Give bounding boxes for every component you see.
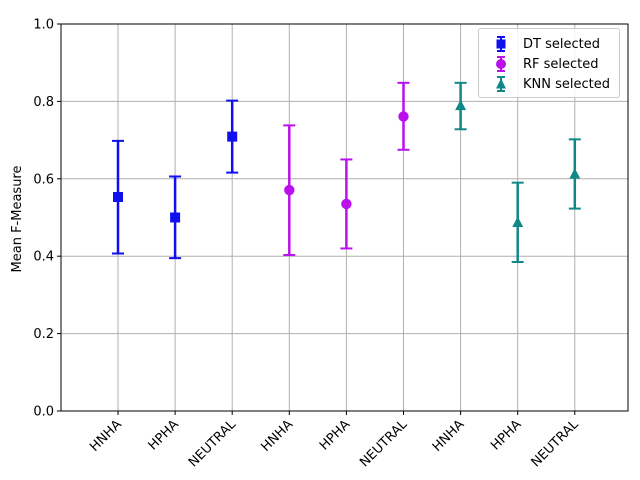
y-axis-label: Mean F-Measure bbox=[10, 166, 25, 273]
data-point-square bbox=[227, 131, 238, 142]
x-tick-label: NEUTRAL bbox=[357, 417, 411, 471]
y-tick-label: 0.2 bbox=[33, 327, 54, 342]
x-tick-label: HPHA bbox=[488, 417, 524, 453]
data-point-square bbox=[113, 191, 123, 202]
legend-item-knn: KNN selected bbox=[487, 75, 610, 93]
legend-marker-triangle-icon bbox=[496, 76, 506, 92]
legend-label-rf: RF selected bbox=[523, 56, 599, 72]
legend-item-dt: DT selected bbox=[487, 35, 600, 53]
chart-marks bbox=[112, 81, 581, 264]
y-tick-label: 0.0 bbox=[33, 405, 54, 420]
data-point-circle bbox=[284, 184, 295, 196]
x-tick-label: HPHA bbox=[146, 417, 182, 453]
y-tick-label: 0.6 bbox=[33, 172, 54, 187]
data-point-triangle bbox=[455, 99, 467, 111]
x-tick-label: HNHA bbox=[87, 417, 125, 455]
y-tick-label: 0.8 bbox=[33, 95, 54, 110]
legend-marker-square-icon bbox=[496, 36, 506, 52]
x-tick-label: HNHA bbox=[259, 417, 297, 455]
legend-label-dt: DT selected bbox=[523, 36, 600, 52]
y-axis-ticks: 0.0 0.2 0.4 0.6 0.8 1.0 bbox=[33, 18, 61, 420]
data-point-circle bbox=[341, 198, 352, 210]
data-point-triangle bbox=[569, 168, 581, 179]
plot-frame bbox=[60, 23, 629, 412]
y-tick-label: 0.4 bbox=[33, 250, 54, 265]
legend: DT selected RF selected KNN selected bbox=[478, 28, 620, 98]
legend-marker-circle-icon bbox=[496, 56, 506, 72]
data-point-circle bbox=[398, 111, 409, 122]
x-tick-label: HNHA bbox=[430, 417, 468, 455]
x-tick-label: HPHA bbox=[317, 417, 353, 453]
data-point-square bbox=[170, 212, 181, 223]
x-axis-ticks: HNHA HPHA NEUTRAL HNHA HPHA NEUTRAL HNHA HPHA NE… bbox=[87, 411, 582, 470]
legend-label-knn: KNN selected bbox=[523, 76, 610, 92]
y-tick-label: 1.0 bbox=[33, 18, 54, 33]
data-point-triangle bbox=[512, 216, 524, 228]
x-tick-label: NEUTRAL bbox=[529, 417, 583, 471]
x-tick-label: NEUTRAL bbox=[186, 417, 240, 471]
legend-item-rf: RF selected bbox=[487, 55, 599, 73]
